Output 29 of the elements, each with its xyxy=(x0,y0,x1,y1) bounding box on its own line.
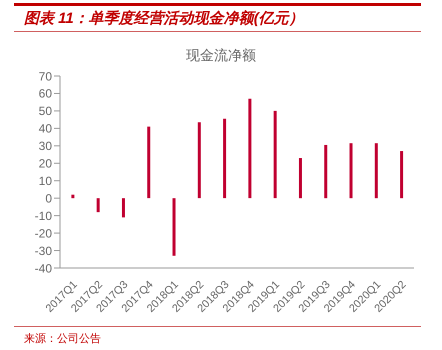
y-tick-label: 50 xyxy=(38,104,52,118)
source-note: 来源：公司公告 xyxy=(24,332,101,346)
y-tick-label: 40 xyxy=(38,122,52,136)
bar xyxy=(147,126,150,198)
chart-subtitle: 现金流净额 xyxy=(185,47,257,65)
bar xyxy=(298,158,302,198)
y-tick-label: 20 xyxy=(38,156,52,171)
bar xyxy=(350,143,353,198)
bar xyxy=(96,198,100,212)
bar xyxy=(274,110,277,198)
y-tick-label: -40 xyxy=(34,261,52,276)
bar xyxy=(400,151,404,198)
y-tick-label: -30 xyxy=(34,244,52,258)
chart-title: 图表 11：单季度经营活动现金净额(亿元） xyxy=(24,9,304,28)
bar xyxy=(324,144,328,198)
bar xyxy=(198,122,201,198)
y-tick-label: 60 xyxy=(38,86,52,101)
y-tick-label: 30 xyxy=(38,139,52,154)
y-tick-label: 10 xyxy=(38,174,52,188)
y-tick-label: -20 xyxy=(34,226,52,240)
bar xyxy=(71,194,74,198)
y-tick-label: 70 xyxy=(38,69,52,84)
y-tick-label: -10 xyxy=(34,208,52,223)
bar xyxy=(172,198,176,256)
bar xyxy=(248,98,252,198)
bar xyxy=(122,198,125,218)
bar xyxy=(374,143,378,198)
y-tick-label: 0 xyxy=(45,191,52,206)
bar xyxy=(223,118,226,198)
